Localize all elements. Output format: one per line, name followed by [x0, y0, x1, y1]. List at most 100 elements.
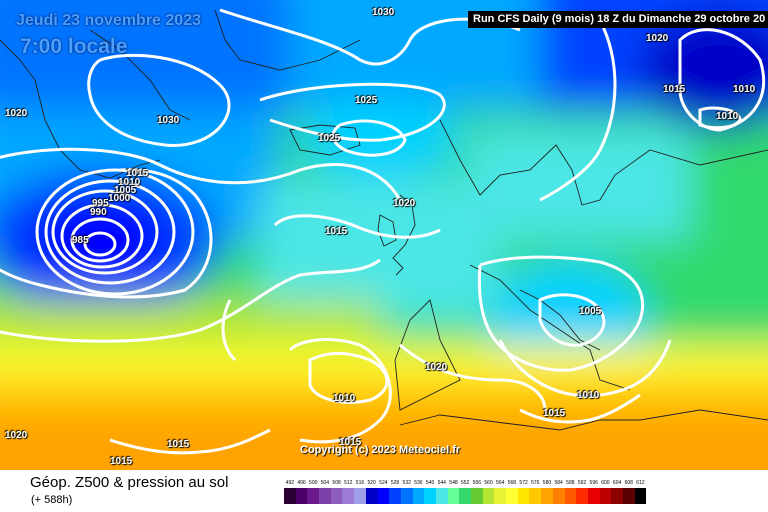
isobar-label: 1015 — [110, 456, 133, 467]
legend-title: Géop. Z500 & pression au sol — [30, 474, 229, 491]
isobar-label: 1005 — [114, 185, 137, 196]
scale-swatch — [319, 488, 331, 504]
isobar-label: 1025 — [355, 95, 378, 106]
isobar-label: 1015 — [543, 408, 566, 419]
scale-label: 596 — [589, 480, 598, 486]
scale-swatch — [400, 488, 413, 504]
isobar-label: 1015 — [167, 439, 190, 450]
scale-label: 564 — [496, 480, 505, 486]
scale-swatch — [330, 488, 343, 504]
copyright-text: Copyright (c) 2023 Meteociel.fr — [300, 444, 461, 456]
scale-swatch — [564, 488, 577, 504]
isobar-label: 1020 — [393, 198, 416, 209]
isobar-label: 1020 — [5, 108, 28, 119]
scale-swatch — [471, 488, 483, 504]
scale-label: 572 — [519, 480, 528, 486]
color-scale: 492 496 500 504 508 512 516 520 524 528 532 536 540 5… — [284, 480, 752, 504]
scale-swatch — [599, 488, 612, 504]
scale-label: 496 — [297, 480, 306, 486]
scale-swatch — [552, 488, 565, 504]
isobar-label: 1015 — [325, 226, 348, 237]
scale-label: 512 — [344, 480, 353, 486]
scale-swatch — [622, 488, 635, 504]
scale-label: 516 — [355, 480, 365, 486]
scale-swatch — [377, 488, 390, 504]
scale-swatch — [389, 488, 401, 504]
isobar-label: 1010 — [577, 390, 600, 401]
scale-swatch — [506, 488, 518, 504]
isobar-label: 1020 — [425, 362, 448, 373]
scale-bar — [284, 488, 752, 504]
scale-swatch — [517, 488, 530, 504]
scale-label: 520 — [367, 480, 376, 486]
scale-swatch — [634, 488, 647, 504]
scale-swatch — [494, 488, 507, 504]
scale-swatch — [424, 488, 436, 504]
scale-label: 560 — [484, 480, 493, 486]
scale-label: 552 — [460, 480, 470, 486]
isobar-label: 1015 — [339, 437, 362, 448]
scale-label: 584 — [554, 480, 563, 486]
scale-swatch — [459, 488, 471, 504]
isobar-label: 1020 — [5, 430, 28, 441]
scale-label: 592 — [577, 480, 587, 486]
isobar-label: 1005 — [579, 306, 602, 317]
scale-label: 540 — [425, 480, 435, 486]
scale-swatch — [295, 488, 308, 504]
scale-label: 580 — [542, 480, 552, 486]
scale-label: 576 — [531, 480, 540, 486]
isobar-label: 1010 — [733, 84, 756, 95]
scale-label: 492 — [285, 480, 295, 486]
scale-swatch — [354, 488, 366, 504]
isobar-label: 1010 — [716, 111, 739, 122]
scale-swatch — [412, 488, 425, 504]
scale-swatch — [447, 488, 460, 504]
scale-label: 532 — [402, 480, 411, 486]
isobar-label: 1015 — [663, 84, 686, 95]
scale-swatch — [365, 488, 378, 504]
scale-swatch — [587, 488, 600, 504]
isobar-label: 1020 — [646, 33, 669, 44]
scale-label: 604 — [612, 480, 622, 486]
scale-swatch — [482, 488, 495, 504]
scale-label: 556 — [472, 480, 482, 486]
scale-label: 536 — [414, 480, 423, 486]
scale-label: 548 — [449, 480, 458, 486]
weather-map: Jeudi 23 novembre 2023 7:00 locale Run C… — [0, 0, 768, 470]
scale-label: 588 — [566, 480, 575, 486]
legend-panel: Géop. Z500 & pression au sol (+ 588h) 49… — [0, 470, 768, 512]
scale-label: 524 — [379, 480, 388, 486]
isobar-label: 1010 — [333, 393, 356, 404]
isobar-label: 1030 — [372, 7, 395, 18]
scale-label: 500 — [309, 480, 318, 486]
scale-label: 508 — [332, 480, 341, 486]
isobar-label: 1015 — [126, 168, 149, 179]
isobar-label: 990 — [90, 207, 107, 218]
map-canvas — [0, 0, 768, 470]
scale-label: 504 — [320, 480, 330, 486]
scale-swatch — [435, 488, 448, 504]
scale-swatch — [342, 488, 355, 504]
scale-swatch — [611, 488, 623, 504]
scale-swatch — [307, 488, 320, 504]
scale-label: 544 — [437, 480, 446, 486]
scale-label: 600 — [601, 480, 610, 486]
run-info-banner: Run CFS Daily (9 mois) 18 Z du Dimanche … — [468, 11, 768, 28]
isobar-label: 995 — [92, 198, 109, 209]
forecast-time: 7:00 locale — [20, 35, 128, 58]
isobar-label: 985 — [72, 235, 89, 246]
scale-label: 612 — [636, 480, 645, 486]
isobar-label: 1030 — [157, 115, 180, 126]
scale-label: 608 — [624, 480, 633, 486]
scale-swatch — [576, 488, 588, 504]
scale-label: 568 — [507, 480, 517, 486]
isobar-label: 1010 — [118, 177, 141, 188]
isobar-label: 1000 — [108, 193, 131, 204]
scale-label: 528 — [390, 480, 400, 486]
scale-swatch — [529, 488, 542, 504]
legend-subtitle: (+ 588h) — [31, 494, 73, 506]
forecast-date: Jeudi 23 novembre 2023 — [16, 12, 201, 29]
scale-swatch — [541, 488, 553, 504]
isobar-label: 1025 — [318, 133, 341, 144]
scale-labels: 492 496 500 504 508 512 516 520 524 528 532 536 540 5… — [284, 480, 752, 486]
